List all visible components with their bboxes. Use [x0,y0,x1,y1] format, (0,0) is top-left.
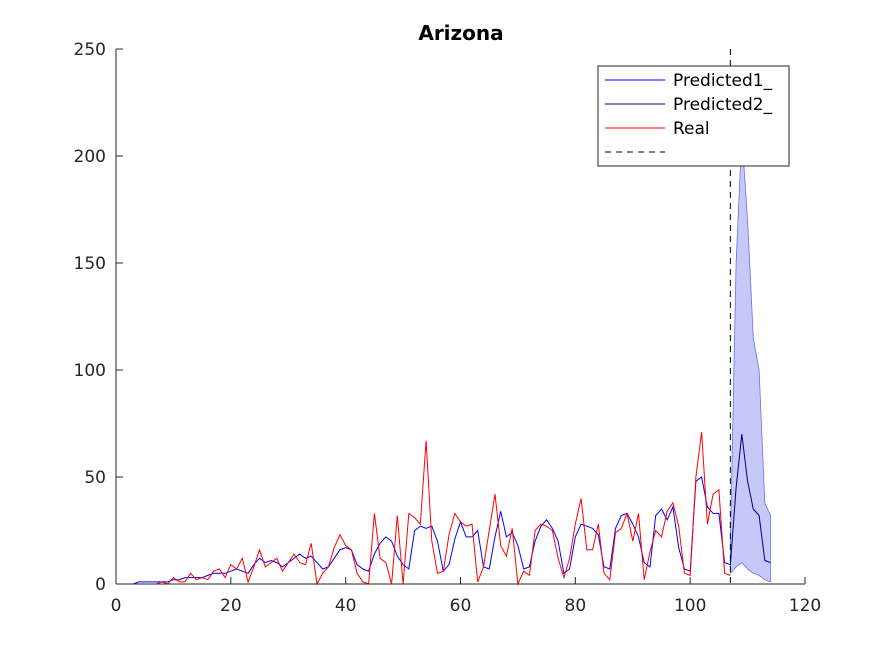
x-tick-label: 20 [220,596,242,616]
y-tick-label: 0 [95,575,106,595]
series-line-real [116,432,731,586]
legend-label-predicted1: Predicted1_ [673,71,773,91]
x-tick-label: 0 [111,596,122,616]
legend: Predicted1_ Predicted2_ Real [597,65,790,167]
confidence-band-layer [730,134,771,583]
x-tick-label: 60 [450,596,472,616]
y-tick-label: 50 [84,468,106,488]
series-line-predicted2 [729,434,771,565]
y-tick-label: 200 [74,147,106,167]
series-line-predicted1 [116,476,731,585]
chart-title: Arizona [418,21,503,45]
y-tick-label: 150 [74,254,106,274]
x-tick-label: 120 [789,596,821,616]
confidence-band [730,134,771,583]
x-tick-label: 40 [335,596,357,616]
x-tick-label: 100 [674,596,706,616]
y-tick-label: 100 [74,361,106,381]
axes-layer: 0 20 40 60 80 100 120 0 50 100 150 200 250 [74,40,822,616]
y-tick-label: 250 [74,40,106,60]
x-tick-label: 80 [565,596,587,616]
legend-label-predicted2: Predicted2_ [673,95,773,115]
legend-label-real: Real [673,119,710,139]
legend-box [597,65,790,167]
